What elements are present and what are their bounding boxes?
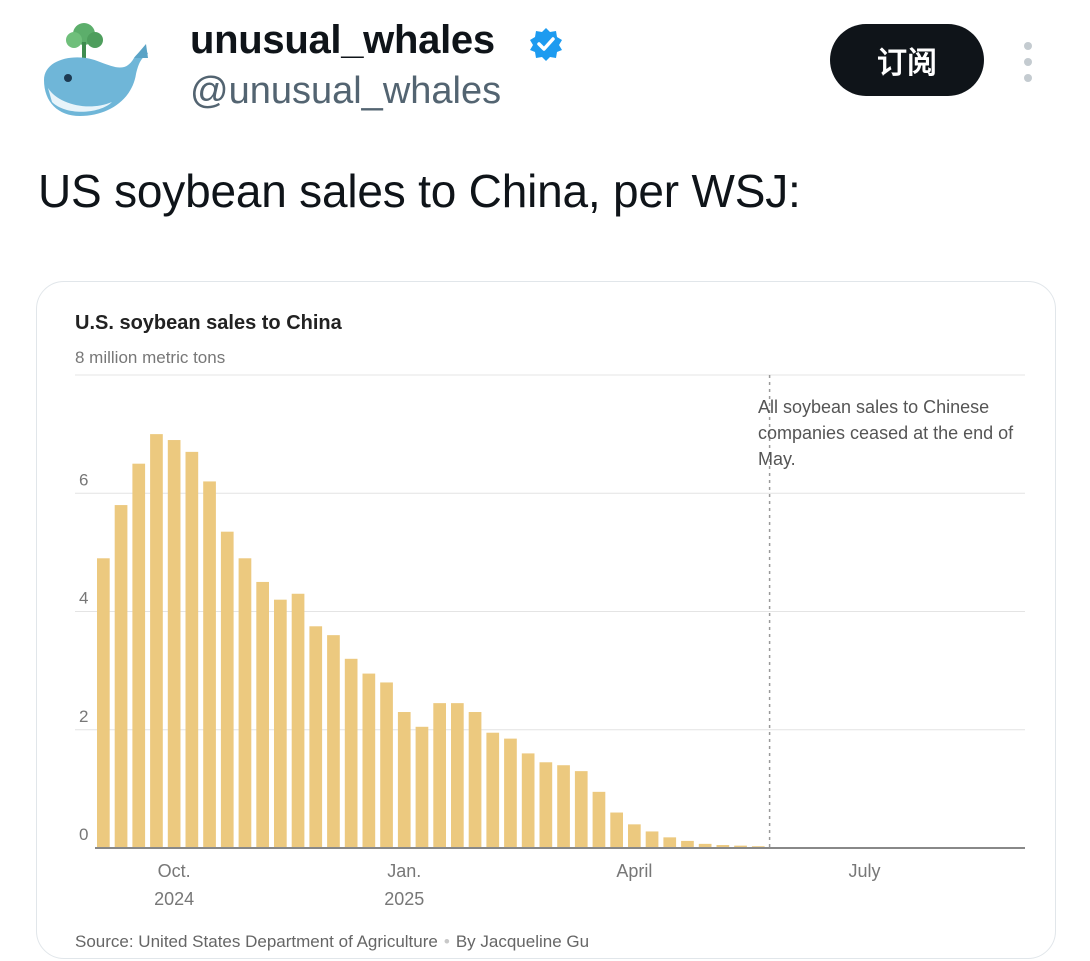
chart-subtitle: 8 million metric tons	[75, 348, 226, 367]
bar	[167, 440, 181, 848]
bar	[557, 765, 570, 848]
bar	[734, 845, 747, 848]
subscribe-button[interactable]: 订阅	[830, 24, 984, 96]
handle[interactable]: @unusual_whales	[190, 70, 502, 112]
x-tick-label: Jan.	[387, 861, 421, 881]
bar	[291, 593, 305, 848]
bar	[521, 753, 535, 848]
bar	[132, 463, 146, 848]
x-tick-year-label: 2025	[384, 889, 424, 909]
bar	[716, 845, 730, 848]
post-text: US soybean sales to China, per WSJ:	[38, 165, 801, 217]
x-tick-label: April	[616, 861, 652, 881]
bar	[645, 831, 659, 848]
bar-chart: 0 2 4 6 Oct. 2024 Jan. 2025 April July	[75, 374, 1025, 909]
bar	[681, 840, 694, 848]
x-tick-label: July	[848, 861, 880, 881]
bar	[574, 771, 588, 848]
bar	[610, 812, 623, 848]
bar	[114, 505, 128, 848]
y-tick-label: 6	[79, 470, 88, 489]
y-tick-label: 2	[79, 707, 88, 726]
display-name[interactable]: unusual_whales	[190, 18, 495, 62]
bar	[628, 824, 641, 848]
x-tick-year-label: 2024	[154, 889, 194, 909]
bar	[309, 626, 323, 848]
whale-avatar-icon[interactable]	[38, 18, 150, 122]
bar	[451, 703, 464, 848]
verified-badge-icon	[530, 28, 562, 61]
chart-card[interactable]: 0 2 4 6 Oct. 2024 Jan. 2025 April July U.S. soybe…	[36, 281, 1056, 959]
bar	[362, 673, 376, 848]
chart-annotation: All soybean sales to Chinese companies c…	[758, 397, 1014, 469]
more-vertical-icon[interactable]	[1016, 40, 1040, 84]
bar	[238, 558, 252, 848]
chart-source: Source: United States Department of Agri…	[75, 932, 589, 952]
bar	[327, 635, 340, 848]
bar	[150, 434, 163, 848]
byline: By Jacqueline Gu	[455, 932, 590, 951]
bar	[592, 791, 606, 848]
bar	[504, 738, 517, 848]
separator-dot: •	[443, 932, 450, 951]
bar	[486, 732, 500, 848]
bar	[663, 837, 677, 848]
bar	[203, 481, 216, 848]
y-tick-label: 0	[79, 825, 88, 844]
post-header: unusual_whales @unusual_whales 订阅	[0, 0, 1090, 150]
x-tick-label: Oct.	[158, 861, 191, 881]
bar	[344, 658, 358, 848]
bar	[397, 712, 411, 848]
bar	[97, 558, 110, 848]
source-text: Source: United States Department of Agri…	[75, 932, 438, 951]
y-tick-label: 4	[79, 589, 88, 608]
bar	[539, 762, 553, 848]
bar	[380, 682, 393, 848]
bar	[433, 703, 446, 848]
bar	[256, 581, 269, 848]
bar	[220, 531, 234, 848]
bar	[185, 451, 199, 848]
chart-title: U.S. soybean sales to China	[75, 312, 342, 334]
bar	[468, 712, 482, 848]
bar	[274, 599, 287, 848]
bar	[698, 843, 712, 848]
bar	[415, 726, 429, 848]
